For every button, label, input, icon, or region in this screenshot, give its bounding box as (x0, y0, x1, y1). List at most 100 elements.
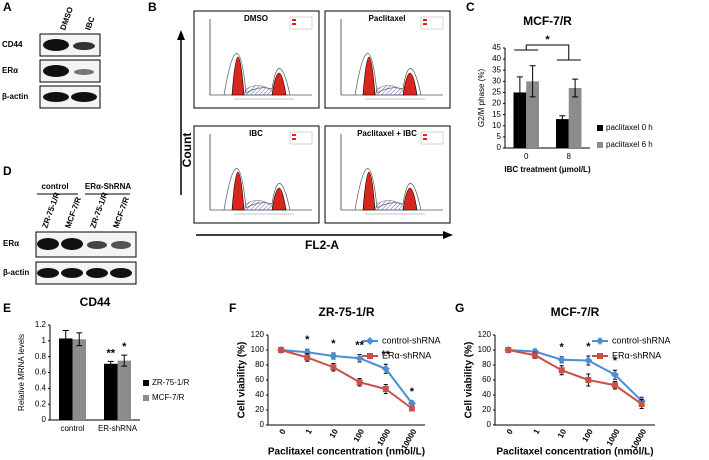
lane-label: MCF-7/R (111, 196, 131, 230)
legend-label: control-shRNA (612, 335, 671, 345)
legend-label: ZR-75-1/R (152, 378, 190, 387)
y-tick-label: 0 (487, 420, 492, 429)
flow-b: DMSO Paclitaxel IBC Paclitaxel + IBC Cou… (177, 10, 453, 252)
annotation: * (331, 338, 336, 350)
y-tick-label: 60 (482, 375, 491, 384)
annotation: * (122, 341, 127, 353)
x-tick-label: 1000 (605, 427, 622, 447)
point (505, 347, 512, 353)
annotation: * (586, 341, 591, 353)
lane-label: ZR-75-1/R (40, 191, 61, 229)
annotation: * (560, 342, 565, 354)
y-tick-label: 30 (492, 76, 501, 85)
panel-label: D (3, 164, 12, 178)
row-label: β-actin (2, 92, 28, 101)
x-tick-label: 0 (505, 427, 515, 436)
x-tick-label: 8 (567, 152, 572, 161)
legend-label: MCF-7/R (152, 393, 185, 402)
legend-marker (596, 337, 604, 345)
error-bar (559, 115, 566, 123)
y-tick-label: 20 (492, 99, 501, 108)
annotation: * (613, 355, 618, 367)
hist-title: IBC (249, 129, 263, 138)
blot-a: DMSO IBC CD44 ERα β-actin (2, 6, 101, 109)
blot-d: control ERα-ShRNA ZR-75-1/R MCF-7/R ZR-7… (3, 182, 137, 285)
y-tick-label: 5 (497, 132, 502, 141)
bar (59, 338, 73, 420)
annotation: * (545, 34, 550, 46)
bar (556, 119, 569, 148)
point (304, 354, 311, 361)
x-tick-label: 100 (580, 427, 595, 444)
series-line (508, 349, 643, 405)
x-axis-label: IBC treatment (μmol/L) (504, 165, 591, 174)
row-label: β-actin (3, 268, 29, 277)
annotation: ** (106, 347, 115, 359)
point (381, 364, 390, 373)
y-axis-label: Relative MRNA levels (17, 334, 26, 411)
y-tick-label: 40 (492, 54, 501, 63)
panel-label: C (466, 0, 475, 14)
error-bar (107, 360, 114, 367)
x-tick-label: 1 (304, 427, 314, 436)
legend-swatch (143, 395, 149, 401)
y-axis-label: Cell viability (%) (237, 342, 248, 419)
point (532, 352, 538, 359)
lane-label: IBC (83, 15, 96, 31)
legend-label: control-shRNA (382, 335, 441, 345)
bracket (514, 44, 581, 61)
point (585, 377, 592, 383)
point (612, 382, 618, 389)
y-tick-label: 1.2 (35, 320, 47, 329)
panel-label: G (455, 301, 464, 315)
legend-marker (367, 353, 373, 359)
point (408, 405, 415, 412)
row-label: CD44 (2, 40, 23, 49)
series-line (508, 349, 643, 402)
x-tick-label: 0 (278, 427, 288, 436)
y-tick-label: 0.6 (35, 368, 47, 377)
y-tick-label: 0.2 (35, 399, 47, 408)
legend-label: paclitaxel 0 h (606, 123, 653, 132)
y-tick-label: 40 (482, 390, 491, 399)
y-tick-label: 120 (251, 330, 265, 339)
x-tick-label: 1 (532, 427, 542, 436)
annotation: ** (381, 349, 390, 361)
row-label: ERα (3, 239, 19, 248)
panel-label: A (3, 0, 12, 14)
x-tick-label: 100 (352, 427, 367, 444)
y-tick-label: 0.4 (35, 383, 47, 392)
legend-swatch (143, 380, 149, 386)
error-bar (516, 76, 523, 109)
y-tick-label: 0 (260, 420, 265, 429)
y-tick-label: 60 (255, 375, 264, 384)
legend-marker (597, 353, 603, 359)
lane-label: MCF-7/R (63, 196, 83, 230)
x-tick-label: 1000 (376, 427, 393, 447)
series-line (280, 349, 413, 404)
legend-swatch (597, 142, 603, 148)
x-tick-label: ER-shRNA (98, 424, 138, 433)
legend-marker (366, 337, 374, 345)
bar (104, 363, 118, 420)
y-tick-label: 20 (482, 405, 491, 414)
chart-title: MCF-7/R (523, 14, 572, 28)
point (638, 401, 645, 407)
group-label: control (41, 182, 68, 191)
row-label: ERα (2, 66, 18, 75)
annotation: * (305, 334, 310, 346)
chart-title: CD44 (80, 295, 111, 309)
y-tick-label: 0 (497, 143, 502, 152)
error-bar (76, 332, 83, 347)
point (557, 355, 566, 364)
y-tick-label: 100 (251, 345, 265, 354)
error-bar (62, 330, 69, 347)
y-tick-label: 1 (42, 336, 47, 345)
point (278, 347, 285, 353)
x-axis-label: Paclitaxel concentration (nmol/L) (496, 447, 653, 458)
hist-title: Paclitaxel + IBC (357, 129, 417, 138)
bar (568, 88, 582, 148)
y-tick-label: 15 (492, 110, 501, 119)
legend-label: ERα-shRNA (382, 350, 431, 360)
